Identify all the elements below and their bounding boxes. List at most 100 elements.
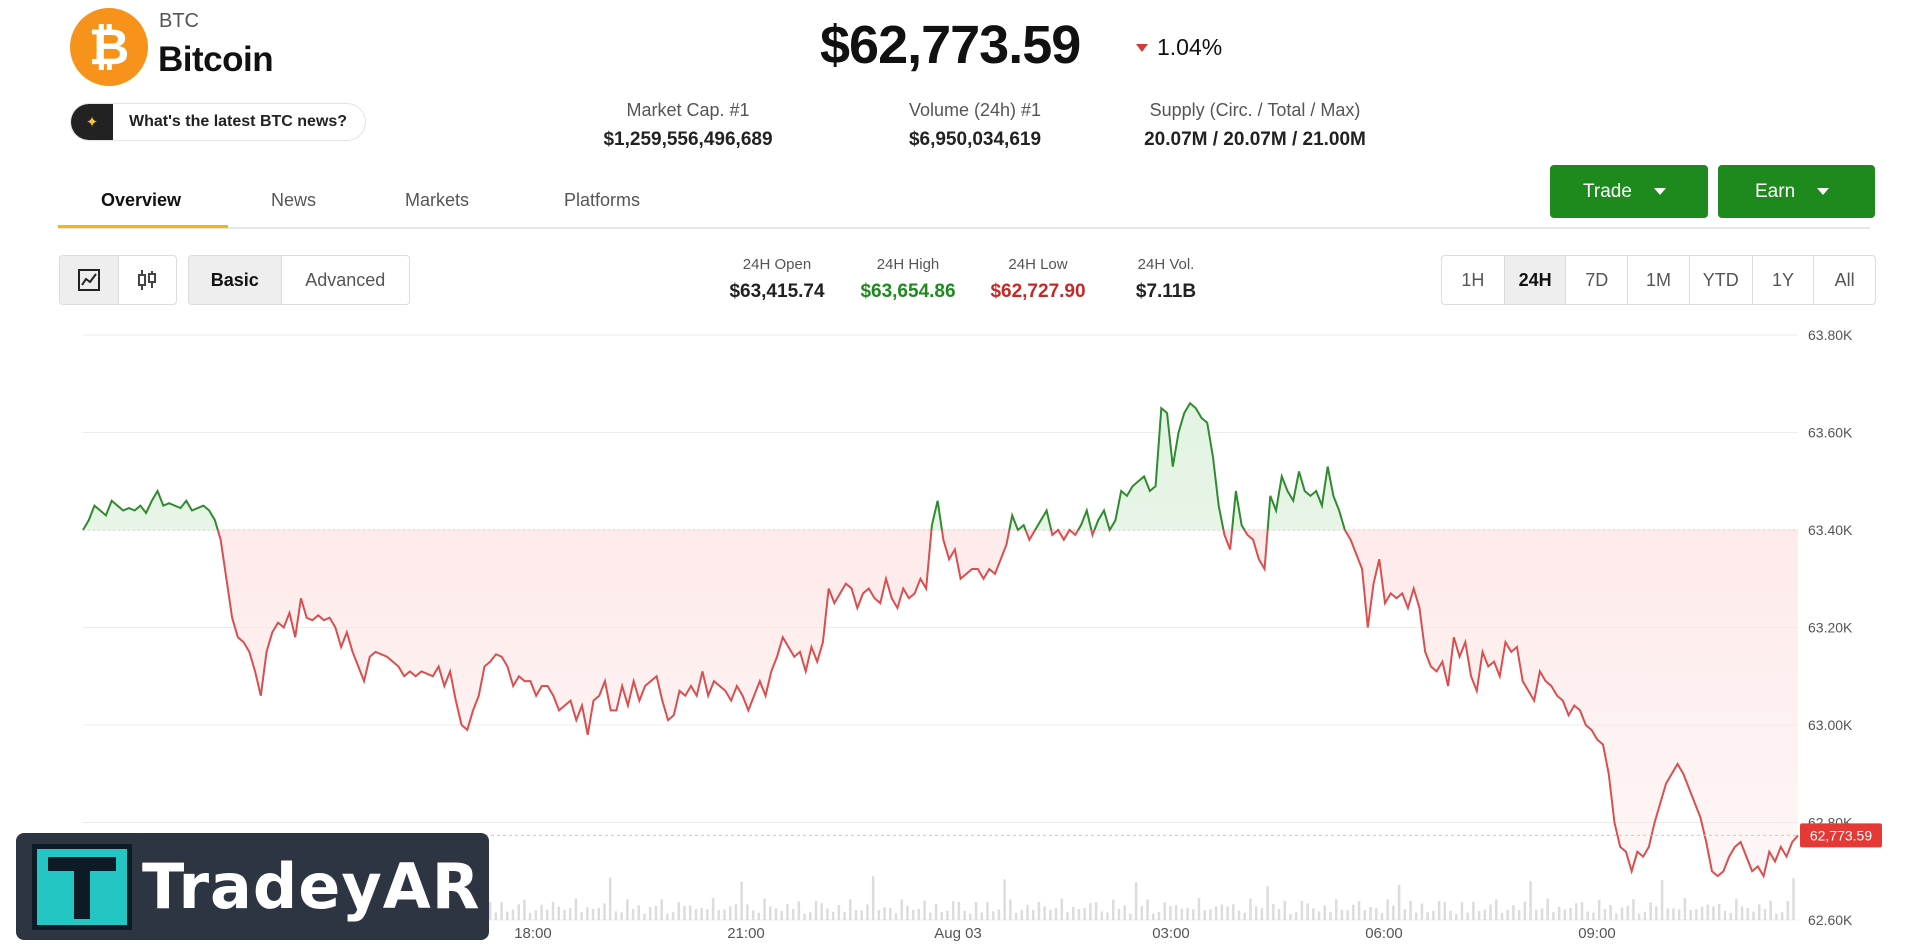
- volume-bar: [1134, 882, 1138, 920]
- volume-bar: [1003, 879, 1006, 920]
- volume-bar: [1626, 905, 1629, 920]
- volume-bar: [860, 910, 863, 920]
- volume-bar: [654, 905, 658, 920]
- latest-news-button[interactable]: ✦ What's the latest BTC news?: [70, 103, 367, 141]
- volume-bar: [660, 899, 663, 920]
- range-7d[interactable]: 7D: [1565, 256, 1627, 304]
- volume-bar: [1346, 910, 1349, 920]
- volume-bar: [1495, 899, 1498, 920]
- volume-bar: [586, 907, 589, 920]
- volume-bar: [1249, 898, 1252, 920]
- volume-bar: [974, 902, 978, 920]
- volume-bar: [1357, 901, 1361, 920]
- basic-mode-button[interactable]: Basic: [189, 256, 281, 304]
- volume-bar: [488, 901, 492, 920]
- volume-bar: [1677, 909, 1681, 920]
- tab-overview[interactable]: Overview: [101, 190, 182, 210]
- volume-bar: [1272, 904, 1275, 920]
- volume-bar: [711, 898, 715, 920]
- range-1m[interactable]: 1M: [1627, 256, 1689, 304]
- latest-news-label: What's the latest BTC news?: [129, 113, 348, 130]
- volume-bar: [780, 911, 783, 920]
- volume-bar: [1037, 901, 1041, 920]
- volume-bar: [1197, 898, 1201, 920]
- volume-bar: [1283, 900, 1286, 920]
- volume-bar: [1517, 909, 1521, 920]
- volume-bar: [883, 907, 886, 920]
- volume-bar: [1392, 905, 1395, 920]
- volume-bar: [1723, 910, 1727, 920]
- volume-bar: [1232, 904, 1235, 920]
- x-tick-label: 06:00: [1365, 925, 1403, 942]
- volume-bar: [591, 908, 595, 920]
- volume-bar: [1683, 898, 1687, 920]
- volume-bar: [1729, 912, 1732, 920]
- volume-bar: [911, 909, 915, 920]
- volume-bar: [1123, 905, 1126, 920]
- volume-bar: [1329, 911, 1332, 920]
- range-1h[interactable]: 1H: [1461, 269, 1485, 290]
- volume-bar: [1237, 910, 1241, 920]
- volume-bar: [1757, 904, 1761, 920]
- volume-bar: [1317, 911, 1321, 920]
- volume-bar: [1352, 904, 1355, 920]
- volume-bar: [603, 903, 606, 920]
- volume-bar: [1637, 913, 1641, 920]
- tradeyar-logo-icon: [32, 843, 132, 930]
- volume-bar: [1157, 911, 1161, 920]
- volume-bar: [1500, 912, 1504, 920]
- volume-bar: [631, 908, 635, 920]
- tab-platforms[interactable]: Platforms: [564, 190, 641, 210]
- volume-bar: [494, 912, 498, 920]
- volume-bar: [906, 905, 909, 920]
- tab-news[interactable]: News: [271, 190, 317, 210]
- volume-bar: [1203, 910, 1206, 920]
- earn-button[interactable]: Earn: [1718, 165, 1875, 218]
- volume-bar: [1483, 909, 1487, 920]
- volume-bar: [1455, 913, 1458, 920]
- vol-stat: 24H Vol. $7.11B: [1116, 256, 1216, 303]
- volume-bar: [1340, 909, 1344, 920]
- y-tick-label: 63.80K: [1808, 327, 1853, 343]
- volume-bar: [1477, 911, 1481, 920]
- market-cap-stat: Market Cap. #1 $1,259,556,496,689: [583, 100, 793, 151]
- candlestick-chart-button[interactable]: [117, 256, 177, 304]
- range-ytd[interactable]: YTD: [1688, 256, 1752, 304]
- volume-bar: [1374, 908, 1378, 920]
- volume-bar: [1695, 909, 1698, 920]
- volume-bar: [889, 907, 892, 920]
- volume-bar: [917, 908, 921, 920]
- volume-bar: [1146, 899, 1149, 920]
- tab-markets[interactable]: Markets: [405, 190, 470, 210]
- range-1y[interactable]: 1Y: [1751, 256, 1814, 304]
- volume-bar: [1535, 909, 1538, 920]
- volume-bar: [957, 901, 961, 920]
- volume-bar: [534, 910, 538, 920]
- volume-bar: [1660, 879, 1664, 920]
- volume-bar: [1643, 911, 1647, 920]
- volume-bar: [528, 912, 532, 920]
- volume-bar: [500, 902, 503, 920]
- volume-bar: [1031, 909, 1035, 920]
- range-all[interactable]: All: [1813, 256, 1875, 304]
- trade-button[interactable]: Trade: [1550, 165, 1708, 218]
- volume-bar: [1432, 910, 1435, 920]
- volume-bar: [969, 913, 972, 920]
- volume-bar: [1117, 908, 1121, 920]
- volume-bar: [643, 913, 646, 920]
- volume-bar: [837, 905, 841, 920]
- volume-bar: [1769, 900, 1772, 920]
- range-24h[interactable]: 24H: [1503, 256, 1566, 304]
- line-chart-button[interactable]: [60, 256, 118, 304]
- volume-bar: [1409, 900, 1412, 920]
- volume-bar: [1323, 905, 1327, 920]
- volume-bar: [900, 899, 903, 920]
- volume-bar: [1226, 906, 1229, 920]
- chart-mode-toggle: Basic Advanced: [188, 255, 410, 305]
- volume-bar: [1557, 906, 1561, 920]
- volume-bar: [1563, 909, 1567, 920]
- bitcoin-glyph: ₿: [88, 18, 130, 76]
- advanced-mode-button[interactable]: Advanced: [280, 256, 409, 304]
- volume-bar: [1472, 901, 1475, 920]
- x-tick-label: 03:00: [1152, 925, 1190, 942]
